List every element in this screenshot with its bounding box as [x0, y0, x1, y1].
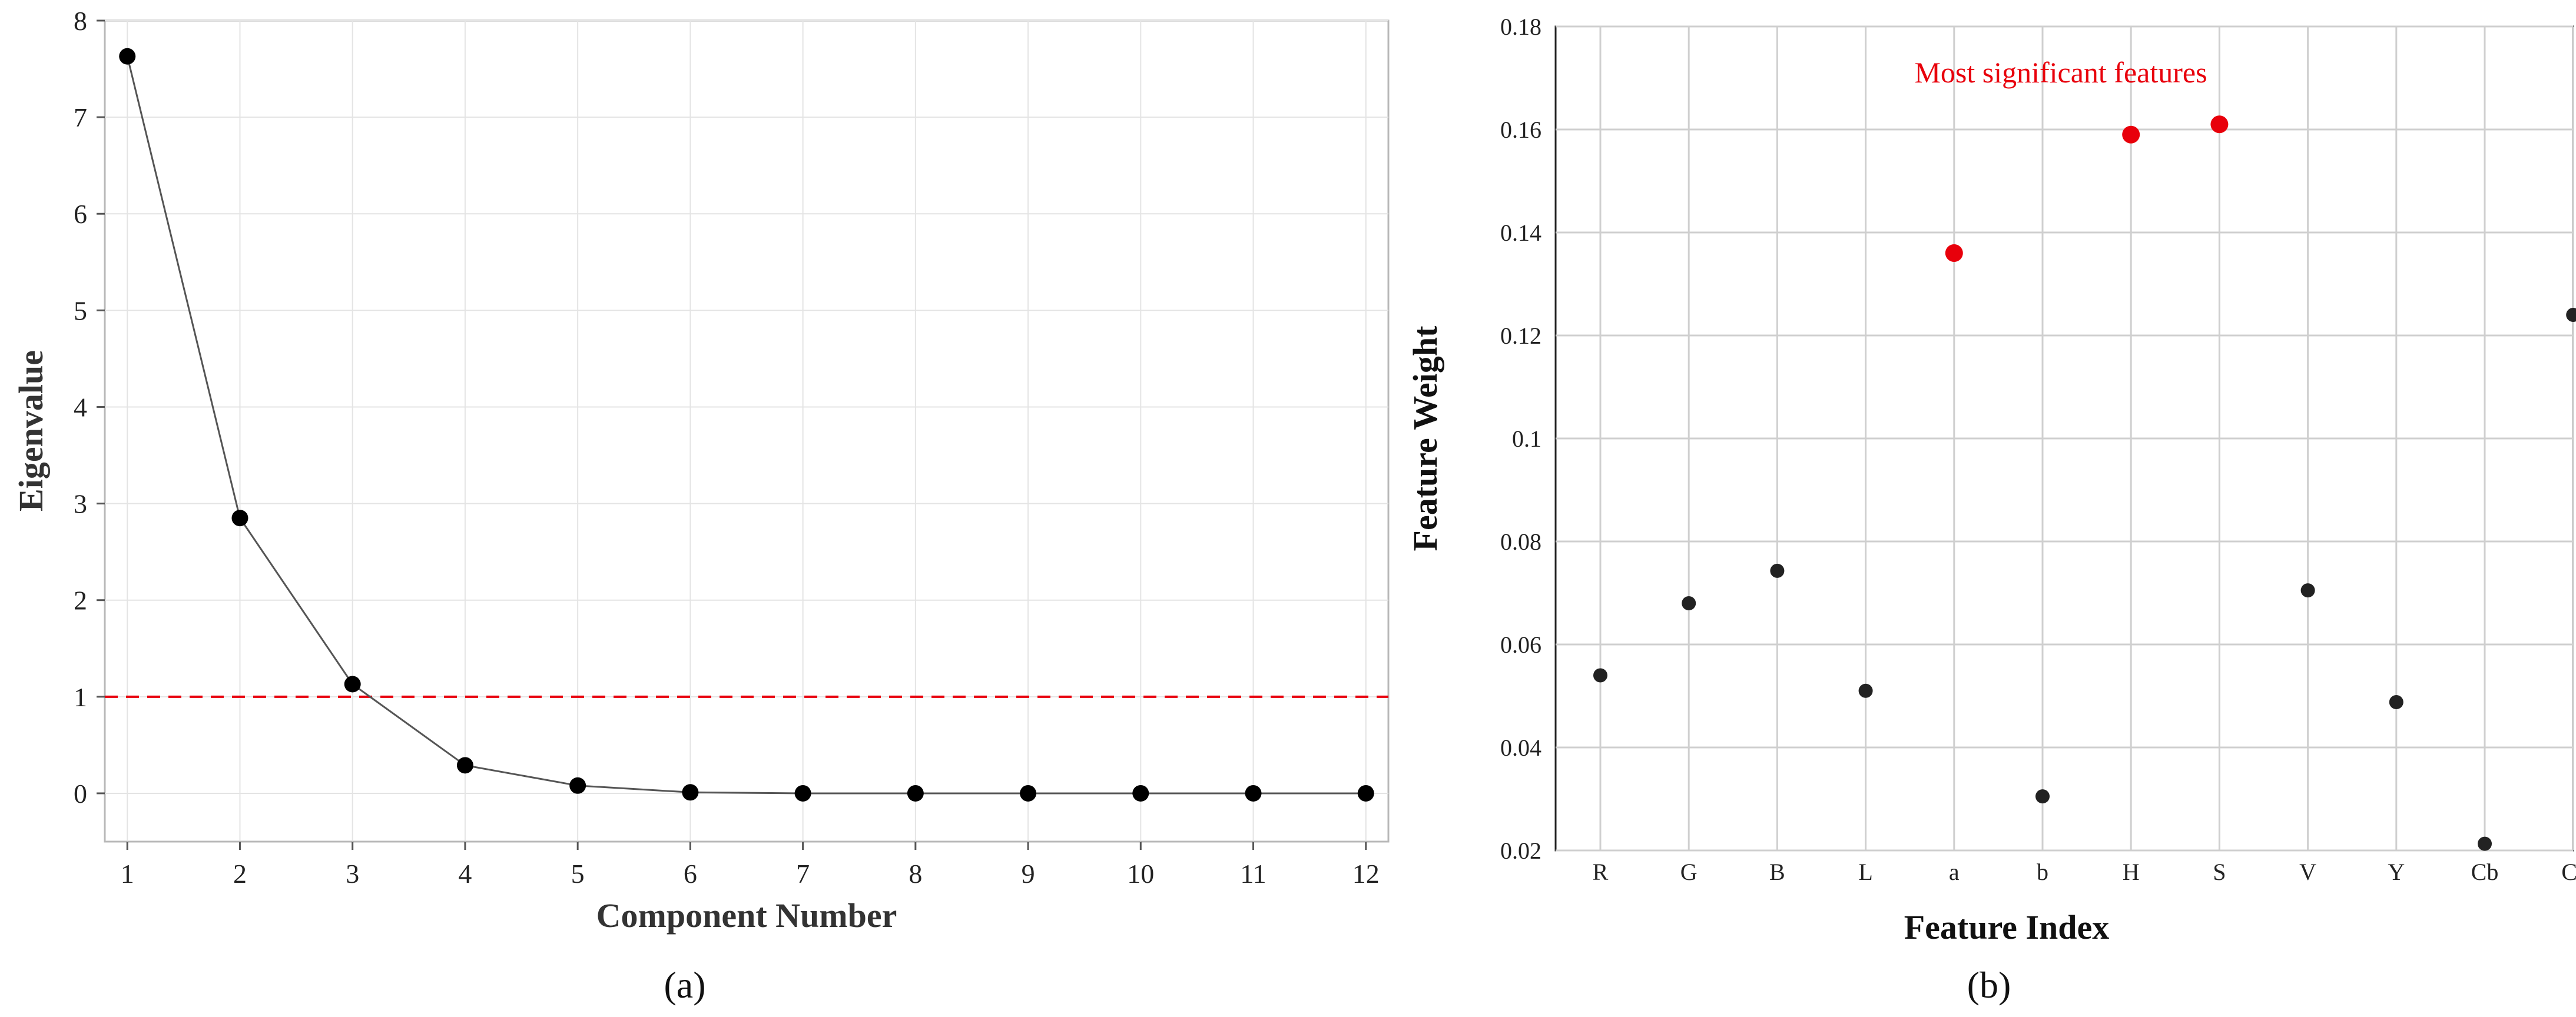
panel-a-plot-frame	[104, 19, 1390, 843]
feature-weight-point	[2478, 836, 2492, 851]
panel-b-x-tick-label: a	[1949, 859, 1960, 885]
feature-weight-point-highlighted	[2122, 125, 2140, 144]
panel-a-x-tick-label: 4	[458, 859, 472, 889]
panel-b-y-tick-label: 0.16	[1500, 117, 1541, 143]
feature-weight-point	[2566, 308, 2576, 322]
panel-a-y-tick-label: 2	[74, 586, 87, 616]
eigenvalue-point	[1132, 785, 1149, 802]
panel-b-y-tick-label: 0.02	[1500, 837, 1541, 864]
panel-b-x-tick-label: Y	[2388, 859, 2405, 885]
feature-weight-points	[1593, 115, 2576, 851]
most-significant-annotation: Most significant features	[1914, 56, 2207, 89]
panel-a-x-tick-label: 1	[121, 859, 134, 889]
eigenvalue-series-line	[126, 56, 1366, 795]
eigenvalue-point	[119, 48, 136, 65]
panel-a-x-tick-label: 8	[909, 859, 922, 889]
panel-a-x-tick-label: 7	[796, 859, 810, 889]
panel-a-y-tick-label: 7	[74, 102, 87, 132]
panel-a-y-tick-label: 5	[74, 295, 87, 325]
panel-a-x-tick-label: 11	[1240, 859, 1266, 889]
panel-a-x-tick-labels: 1 2 3 4 5 6 7 8 9 10 11 12	[121, 859, 1380, 889]
panel-b-x-tick-label: b	[2037, 859, 2048, 885]
panel-a-x-tick-label: 3	[346, 859, 359, 889]
feature-weight-point-highlighted	[1945, 244, 1963, 262]
panel-b-x-tick-label: Cb	[2471, 859, 2499, 885]
eigenvalue-point	[231, 510, 248, 527]
panel-b-x-tick-label: S	[2213, 859, 2226, 885]
feature-weight-point-highlighted	[2210, 115, 2229, 134]
panel-b-x-tick-label: H	[2123, 859, 2140, 885]
feature-weight-point	[1593, 668, 1607, 683]
panel-a-y-tick-label: 4	[74, 392, 87, 422]
eigenvalue-point	[1357, 785, 1374, 802]
panel-b-x-axis-title: Feature Index	[1904, 908, 2110, 946]
panel-a-x-tick-label: 6	[684, 859, 697, 889]
panel-b-y-tick-label: 0.1	[1512, 426, 1541, 452]
feature-weight-point	[1682, 596, 1696, 610]
panel-b-label: (b)	[1967, 964, 2011, 1006]
panel-b-y-tick-label: 0.12	[1500, 323, 1541, 349]
panel-a-y-tick-labels: 0 1 2 3 4 5 6 7 8	[74, 6, 87, 809]
panel-b-x-tick-labels: R G B La b H S V Y Cb Cr	[1593, 859, 2576, 885]
feature-weight-point	[1858, 683, 1873, 698]
panel-b-x-tick-label: L	[1858, 859, 1872, 885]
feature-weight-point	[2300, 583, 2315, 598]
panel-a-x-tick-label: 2	[233, 859, 247, 889]
eigenvalue-point	[569, 777, 586, 794]
panel-a-y-axis-title: Eigenvalue	[12, 350, 50, 511]
panel-b-x-tick-label: R	[1593, 859, 1609, 885]
panel-b-gridlines	[1556, 25, 2574, 852]
panel-b-x-tick-label: Cr	[2561, 859, 2576, 885]
panel-a-label: (a)	[664, 964, 705, 1006]
feature-weight-point	[2035, 789, 2050, 804]
panel-a-y-tick-label: 1	[74, 682, 87, 712]
eigenvalue-point	[682, 784, 699, 801]
panel-b-y-tick-label: 0.14	[1500, 220, 1541, 246]
eigenvalue-point	[344, 676, 361, 693]
panel-a-x-tick-label: 9	[1022, 859, 1035, 889]
panel-b-y-tick-label: 0.04	[1500, 734, 1541, 761]
panel-b-y-tick-label: 0.18	[1500, 14, 1541, 40]
panel-a-x-tick-label: 5	[571, 859, 585, 889]
panel-b-y-tick-labels: 0.02 0.04 0.06 0.08 0.1 0.12 0.14 0.16 0.18	[1500, 14, 1541, 864]
panel-a-y-tick-label: 3	[74, 489, 87, 519]
panel-a-y-tick-label: 8	[74, 6, 87, 36]
panel-b-x-tick-label: G	[1680, 859, 1698, 885]
panel-b-x-tick-label: V	[2299, 859, 2316, 885]
panel-b-y-axis-title: Feature Weight	[1406, 325, 1444, 551]
eigenvalue-point	[1020, 785, 1037, 802]
panel-b-x-tick-label: B	[1769, 859, 1785, 885]
eigenvalue-points	[119, 48, 1374, 802]
panel-b-feature-weight-plot: RGBLabHSVYCbCr 0.020.040.060.080.10.120.…	[1406, 14, 2576, 1006]
panel-a-x-tick-label: 10	[1127, 859, 1154, 889]
eigenvalue-point	[907, 785, 924, 802]
eigenvalue-point	[1245, 785, 1262, 802]
eigenvalue-point	[456, 757, 473, 774]
panel-a-x-tick-label: 12	[1352, 859, 1380, 889]
panel-a-y-tick-label: 6	[74, 199, 87, 229]
feature-weight-point	[1770, 563, 1785, 578]
panel-a-x-axis-title: Component Number	[596, 896, 897, 935]
panel-b-y-tick-label: 0.06	[1500, 632, 1541, 658]
panel-b-y-tick-label: 0.08	[1500, 529, 1541, 555]
feature-weight-point	[2389, 695, 2403, 709]
eigenvalue-point	[794, 785, 811, 802]
panel-a-y-tick-label: 0	[74, 779, 87, 809]
